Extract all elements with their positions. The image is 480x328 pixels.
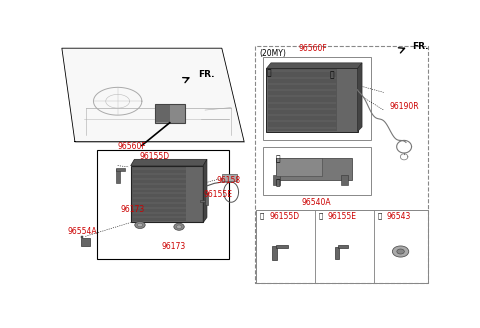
Bar xyxy=(256,210,428,283)
Text: 96158: 96158 xyxy=(216,176,240,185)
Bar xyxy=(256,210,315,283)
Bar xyxy=(373,210,428,283)
Text: 96554A: 96554A xyxy=(68,227,97,236)
Bar xyxy=(276,158,352,179)
Bar xyxy=(267,69,337,131)
Polygon shape xyxy=(131,159,207,166)
Text: ⓒ: ⓒ xyxy=(377,213,382,219)
Text: ⓐ: ⓐ xyxy=(260,213,264,219)
Bar xyxy=(155,104,185,123)
Text: 96155E: 96155E xyxy=(328,212,357,221)
Bar xyxy=(97,151,229,259)
Polygon shape xyxy=(62,48,244,142)
Text: 96560F: 96560F xyxy=(299,44,327,53)
Circle shape xyxy=(137,223,143,227)
Bar xyxy=(81,238,90,246)
Text: 96155D: 96155D xyxy=(140,152,170,161)
Bar xyxy=(315,210,373,283)
Bar xyxy=(205,194,208,205)
Text: 96173: 96173 xyxy=(120,205,144,214)
Bar xyxy=(341,175,348,185)
Bar xyxy=(116,170,120,183)
Bar xyxy=(222,174,237,181)
Bar xyxy=(81,236,83,238)
Text: 96155D: 96155D xyxy=(269,212,299,221)
Circle shape xyxy=(135,221,145,229)
Bar xyxy=(276,158,322,176)
Bar xyxy=(335,247,338,259)
Text: FR.: FR. xyxy=(413,42,429,51)
Circle shape xyxy=(177,225,181,229)
Bar xyxy=(131,166,203,222)
Text: 96173: 96173 xyxy=(161,242,186,251)
Polygon shape xyxy=(203,159,207,222)
Text: ⓓ: ⓓ xyxy=(276,179,281,188)
Bar xyxy=(263,57,371,140)
Text: (20MY): (20MY) xyxy=(259,49,286,58)
Bar xyxy=(338,245,348,248)
Circle shape xyxy=(392,246,409,257)
Text: 96190R: 96190R xyxy=(389,102,419,111)
Polygon shape xyxy=(358,63,362,132)
Circle shape xyxy=(174,223,184,230)
Bar xyxy=(132,167,186,221)
Text: ⓒ: ⓒ xyxy=(276,155,281,164)
Text: 96543: 96543 xyxy=(386,212,411,221)
Circle shape xyxy=(397,249,404,254)
Bar xyxy=(273,175,280,185)
Bar xyxy=(255,46,428,283)
Text: FR.: FR. xyxy=(198,70,215,79)
Bar xyxy=(156,105,170,122)
Bar xyxy=(200,200,205,202)
Polygon shape xyxy=(266,63,362,69)
Bar xyxy=(266,69,358,132)
Text: 96155E: 96155E xyxy=(203,190,232,199)
Bar xyxy=(273,246,277,260)
Bar xyxy=(276,245,288,248)
Text: 96540A: 96540A xyxy=(302,198,332,207)
Text: 96560F: 96560F xyxy=(118,142,146,151)
Text: ⓑ: ⓑ xyxy=(319,213,323,219)
Bar xyxy=(263,147,371,195)
Text: ⓐ: ⓐ xyxy=(267,68,271,77)
Bar xyxy=(116,168,125,171)
Text: ⓑ: ⓑ xyxy=(329,71,334,80)
